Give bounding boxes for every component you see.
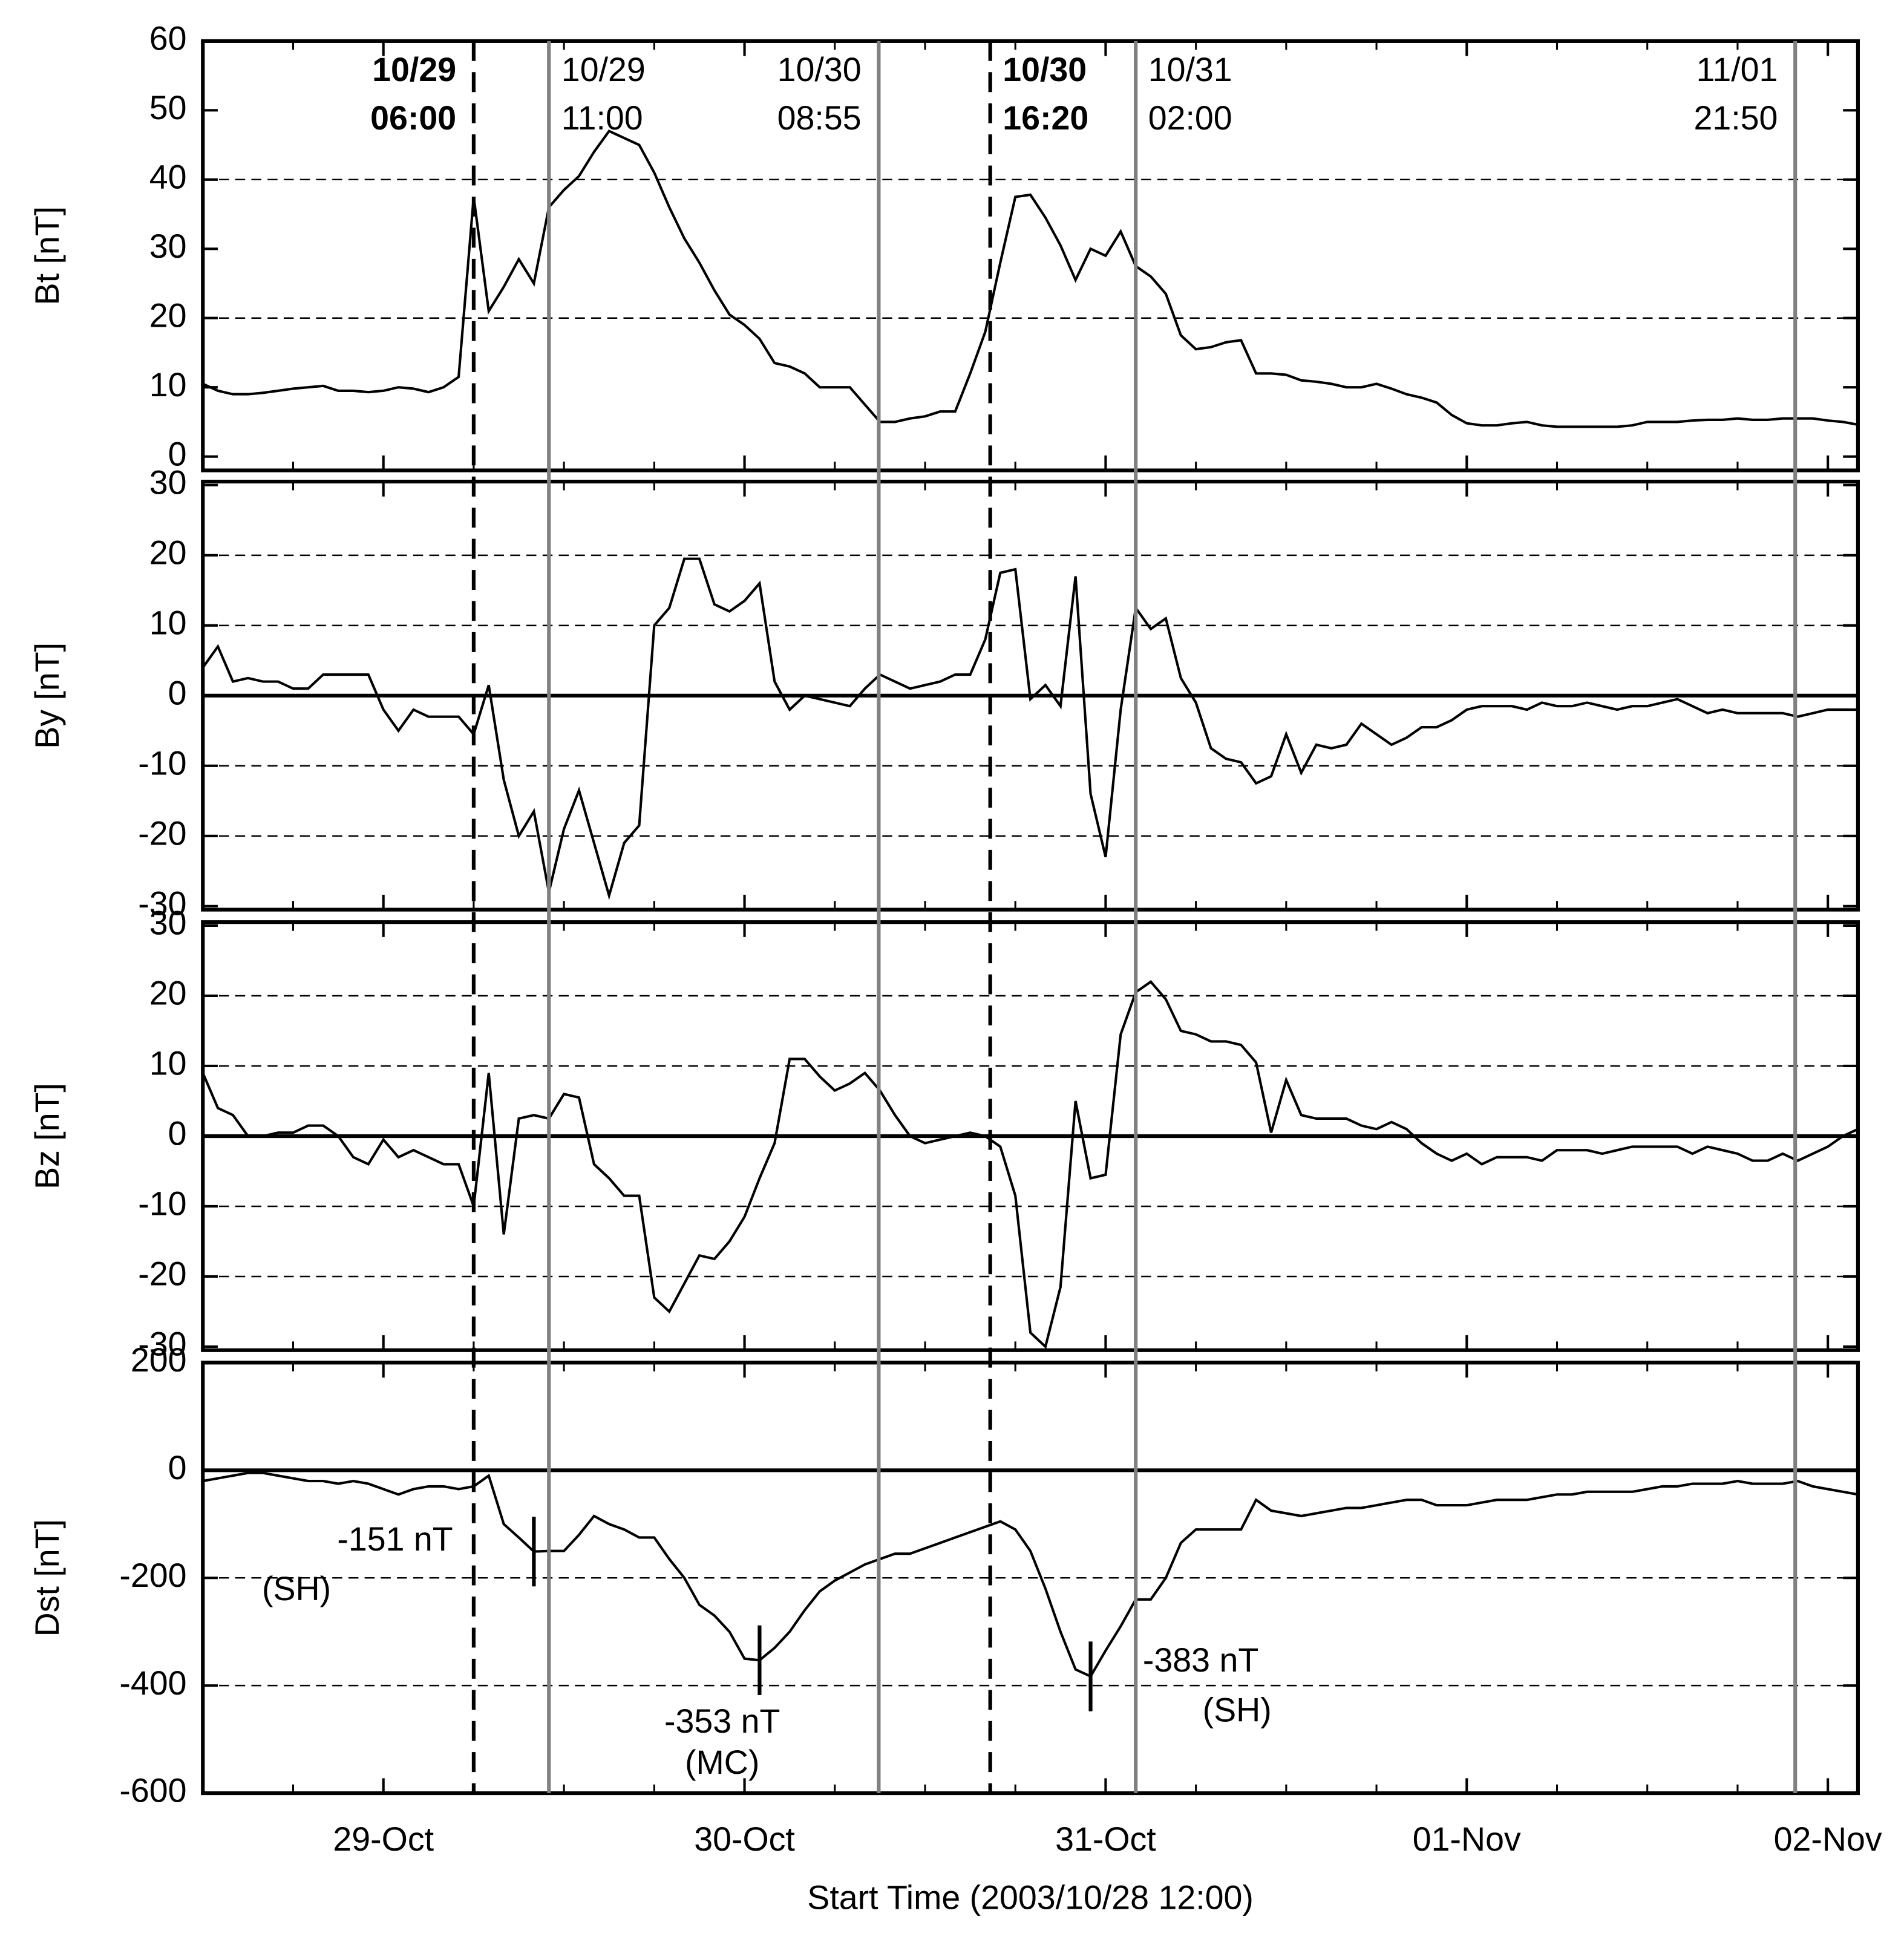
y-tick-label: 10	[149, 604, 187, 642]
y-tick-label: -30	[138, 1326, 186, 1363]
y-tick-label: 30	[149, 464, 187, 502]
event-date: 11/01	[1696, 51, 1778, 88]
event-date: 10/31	[1148, 51, 1232, 88]
event-time: 06:00	[370, 99, 456, 137]
y-tick-label: -20	[138, 1255, 186, 1293]
y-tick-label: 60	[149, 20, 187, 57]
x-tick-label: 31-Oct	[1055, 1820, 1156, 1858]
panel-frame	[201, 479, 1860, 912]
event-date: 10/30	[1003, 51, 1087, 88]
panel-frame	[201, 1361, 1860, 1796]
data-line	[202, 129, 1859, 428]
event-time: 02:00	[1148, 99, 1232, 137]
annotation-note: (SH)	[1203, 1691, 1272, 1728]
panel-frame	[201, 920, 1860, 1352]
y-tick-label: 30	[149, 227, 187, 265]
event-date: 10/29	[372, 51, 456, 88]
y-tick-label: 40	[149, 158, 187, 195]
event-date: 10/30	[777, 51, 862, 88]
x-tick-label: 02-Nov	[1774, 1820, 1882, 1858]
y-tick-label: 10	[149, 366, 187, 404]
x-axis-label: Start Time (2003/10/28 12:00)	[807, 1879, 1254, 1917]
data-line	[201, 557, 1858, 900]
x-tick-label: 29-Oct	[333, 1820, 434, 1858]
y-tick-label: 20	[149, 975, 187, 1012]
y-tick-label: 0	[168, 1449, 187, 1486]
y-tick-label: -10	[138, 1185, 186, 1223]
data-line	[202, 1471, 1859, 1678]
x-tick-label: 30-Oct	[694, 1820, 795, 1858]
y-tick-label: -600	[119, 1772, 186, 1809]
annotation-note: (MC)	[685, 1744, 759, 1781]
annotation-label: -383 nT	[1143, 1641, 1258, 1679]
event-time: 16:20	[1003, 99, 1088, 137]
y-tick-label: 0	[168, 1115, 187, 1152]
panel-frame	[201, 39, 1860, 472]
annotation-label: -151 nT	[337, 1520, 453, 1558]
event-time: 08:55	[777, 99, 862, 137]
y-tick-label: 10	[149, 1045, 187, 1082]
y-tick-label: -10	[138, 744, 186, 782]
y-tick-label: 0	[168, 675, 187, 712]
y-tick-label: -30	[138, 884, 186, 922]
y-axis-label: Bz [nT]	[28, 1083, 66, 1189]
y-tick-label: 30	[149, 904, 187, 942]
y-tick-label: 0	[168, 435, 187, 472]
event-time: 21:50	[1693, 99, 1778, 137]
x-tick-label: 01-Nov	[1413, 1820, 1521, 1858]
y-axis-label: Dst [nT]	[28, 1519, 66, 1636]
y-tick-label: -200	[119, 1557, 186, 1594]
y-axis-label: By [nT]	[28, 642, 66, 749]
event-date: 10/29	[561, 51, 646, 88]
y-tick-label: -20	[138, 814, 186, 852]
event-time: 11:00	[561, 99, 643, 137]
annotation-note: (SH)	[262, 1570, 331, 1607]
y-tick-label: 20	[149, 296, 187, 334]
y-tick-label: 200	[131, 1341, 187, 1379]
y-tick-label: 20	[149, 534, 187, 572]
y-axis-label: Bt [nT]	[28, 206, 66, 306]
data-line	[201, 980, 1859, 1349]
y-tick-label: -400	[119, 1664, 186, 1702]
y-tick-label: 50	[149, 89, 187, 126]
annotation-label: -353 nT	[664, 1702, 780, 1740]
